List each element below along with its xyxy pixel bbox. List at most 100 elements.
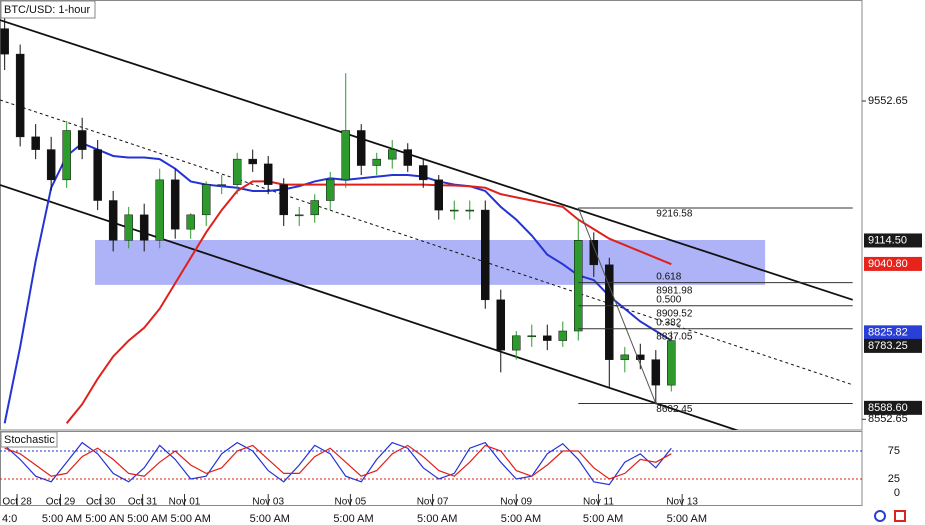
- x-time-label: 5:00 AM: [333, 513, 373, 525]
- x-tick-label: Oct 30: [86, 497, 116, 508]
- candle-body: [46, 149, 56, 181]
- title-box: [0, 0, 96, 19]
- candle-body: [667, 340, 676, 386]
- y-tick-label: 8552.65: [868, 413, 908, 425]
- icon-link[interactable]: [874, 510, 886, 522]
- y-tick-label: 9552.65: [868, 95, 908, 107]
- main-panel: [0, 0, 863, 431]
- stoch-tick-label: 75: [888, 445, 900, 457]
- fib-price-label: 8602.45: [656, 404, 693, 415]
- x-tick-label: Oct 29: [46, 497, 76, 508]
- chart-title: BTC/USD: 1-hour: [4, 4, 91, 16]
- x-time-label: 5:00 AM: [583, 513, 623, 525]
- candle-body: [387, 149, 397, 160]
- candle-body: [232, 158, 242, 185]
- candle-body: [263, 163, 273, 185]
- candle-body: [62, 130, 71, 181]
- candle-body: [636, 354, 645, 360]
- price-marker-box: [864, 338, 922, 353]
- candle-body: [248, 158, 257, 165]
- x-time-label: 5:00 AM: [127, 513, 167, 525]
- candle-body: [93, 149, 102, 201]
- x-tick-label: Nov 05: [335, 497, 367, 508]
- candle-body: [418, 165, 428, 181]
- x-time-label: 5:00 AM: [667, 513, 707, 525]
- support-zone: [95, 239, 766, 285]
- fib-ratio-label: 0.618: [656, 271, 681, 282]
- x-time-label: 5:00 AM: [501, 513, 541, 525]
- x-time-label: 5:00 AM: [417, 513, 457, 525]
- candle-body: [543, 335, 552, 341]
- stoch-tick-label: 25: [888, 473, 900, 485]
- candle-body: [651, 359, 661, 386]
- fib-ratio-label: 0.382: [656, 317, 681, 328]
- candle-body: [310, 200, 319, 216]
- x-time-label: 5:00 AM: [42, 513, 82, 525]
- stochastic-panel: [0, 431, 863, 506]
- candle-body: [574, 240, 583, 332]
- candle-body: [372, 158, 381, 166]
- candle-body: [450, 209, 459, 212]
- candle-body: [434, 179, 444, 211]
- price-marker-label: 9114.50: [868, 234, 907, 246]
- candle-body: [605, 264, 614, 360]
- channel-upper: [0, 19, 853, 301]
- fib-ratio-label: 0.500: [656, 294, 681, 305]
- candle-body: [325, 179, 335, 201]
- candle-body: [217, 184, 226, 186]
- stoch-line: [4, 441, 672, 486]
- candle-body: [356, 130, 366, 166]
- toolbar-icons[interactable]: [874, 510, 906, 522]
- candle-body: [279, 184, 288, 216]
- candle-body: [170, 179, 180, 230]
- x-time-label: 5:00 AM: [171, 513, 211, 525]
- x-tick-label: Nov 03: [252, 497, 284, 508]
- x-tick-label: Nov 09: [500, 497, 532, 508]
- candle-body: [294, 214, 304, 217]
- candle-body: [15, 53, 25, 138]
- candle-body: [465, 209, 475, 212]
- stoch-line: [4, 444, 672, 480]
- candle-body: [512, 335, 521, 351]
- icon-close[interactable]: [894, 510, 906, 522]
- stoch-tick-label: 0: [894, 487, 900, 499]
- candle-body: [403, 149, 412, 166]
- x-time-label: 5:00 AN: [85, 513, 124, 525]
- moving-average: [3, 142, 672, 424]
- price-marker-box: [864, 325, 922, 340]
- moving-average: [65, 180, 672, 424]
- fib-price-label: 8981.98: [656, 285, 693, 296]
- candle-body: [527, 335, 537, 338]
- candle-body: [186, 214, 195, 230]
- fib-price-label: 9216.58: [656, 209, 693, 220]
- price-marker-box: [864, 233, 922, 248]
- main-layer: [0, 9, 853, 430]
- candle-body: [341, 130, 350, 181]
- candle-body: [0, 28, 9, 55]
- x-tick-label: Oct 31: [128, 497, 158, 508]
- stoch-title: Stochastic: [4, 434, 55, 446]
- top-layer: 9216.58 8981.98 0.618 8909.52 0.500 8837.05 0.…: [0, 95, 922, 525]
- candle-body: [124, 214, 133, 241]
- candle-body: [139, 214, 149, 241]
- price-marker-label: 9040.80: [868, 258, 908, 270]
- candle-body: [77, 130, 87, 150]
- x-time-label: 4:0: [2, 513, 17, 525]
- candle-body: [496, 299, 506, 351]
- candle-body: [201, 184, 211, 216]
- candle-body: [31, 136, 40, 150]
- price-marker-box: [864, 256, 922, 271]
- candle-body: [620, 354, 630, 360]
- candle-body: [589, 240, 599, 266]
- price-marker-label: 8825.82: [868, 326, 908, 338]
- candle-body: [481, 209, 490, 301]
- price-marker-box: [864, 400, 922, 415]
- x-time-label: 5:00 AM: [250, 513, 290, 525]
- price-marker-label: 8783.25: [868, 340, 908, 352]
- price-marker-label: 8588.60: [868, 402, 908, 414]
- x-tick-label: Nov 01: [169, 497, 201, 508]
- x-tick-label: Oct 28: [2, 497, 32, 508]
- fib-price-label: 8909.52: [656, 308, 693, 319]
- candle-body: [108, 200, 118, 241]
